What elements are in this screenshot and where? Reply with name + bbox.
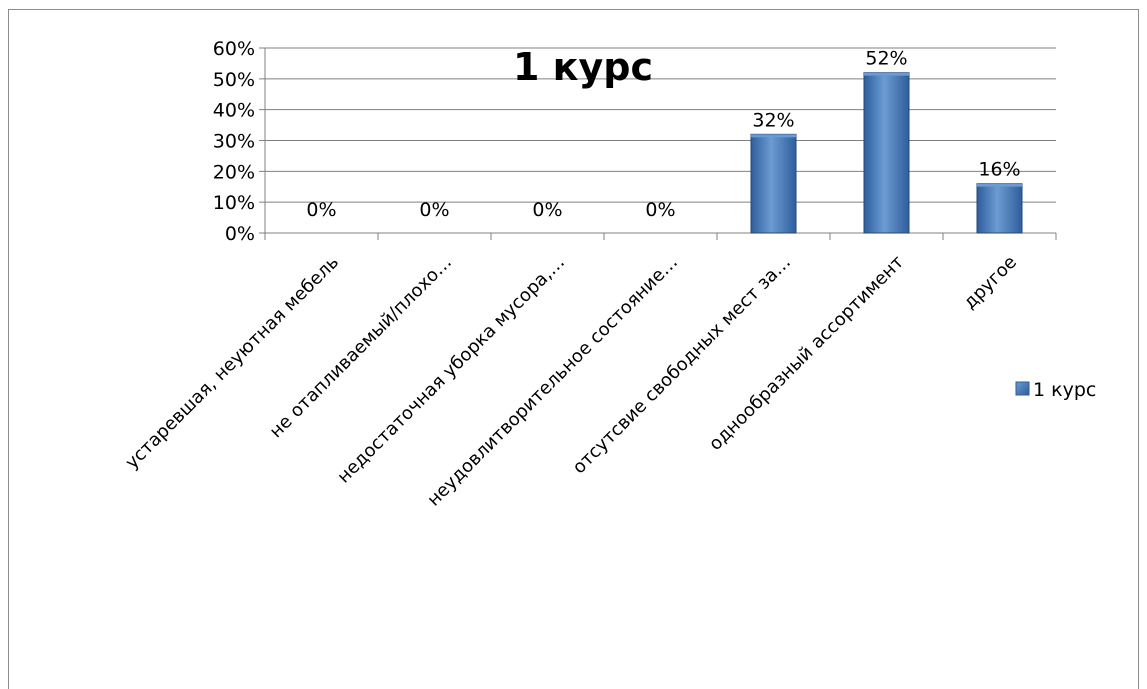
y-tick-label: 20%: [213, 161, 255, 183]
x-category-label: недостаточная уборка мусора,…: [333, 252, 569, 488]
data-label: 32%: [752, 109, 794, 131]
y-tick-label: 0%: [225, 223, 255, 245]
bar-layer: [750, 72, 1023, 234]
data-label: 0%: [419, 199, 449, 221]
x-category-label: не отапливаемый/плохо…: [266, 252, 456, 442]
y-tick-label: 30%: [213, 131, 255, 153]
y-tick-label: 50%: [213, 69, 255, 91]
y-tick-label: 60%: [213, 38, 255, 60]
bar-top-highlight: [864, 72, 909, 76]
x-category-label: отсутсвие свободных мест за…: [569, 252, 796, 479]
legend-label: 1 курс: [1033, 379, 1096, 401]
x-category-label: неудовлитворительное состояние…: [423, 252, 682, 511]
x-category-label: однообразный ассортимент: [705, 252, 908, 455]
bar: [863, 72, 910, 234]
bar-top-highlight: [751, 134, 796, 138]
data-label: 0%: [532, 199, 562, 221]
bar-top-highlight: [977, 183, 1022, 187]
legend: 1 курс: [1015, 379, 1096, 401]
y-tick-label: 40%: [213, 100, 255, 122]
data-label: 0%: [306, 199, 336, 221]
chart-frame: [8, 9, 1139, 689]
grid-layer: [259, 47, 1057, 240]
chart-title: 1 курс: [513, 45, 653, 89]
data-label: 16%: [978, 159, 1020, 181]
data-label: 52%: [865, 48, 907, 70]
data-label: 0%: [645, 199, 675, 221]
bar: [750, 133, 797, 234]
x-category-label: другое: [959, 252, 1021, 314]
bar: [976, 183, 1023, 234]
x-category-label: устаревшая, неуютная мебель: [121, 252, 343, 474]
y-tick-label: 10%: [213, 192, 255, 214]
legend-swatch: [1015, 381, 1030, 396]
